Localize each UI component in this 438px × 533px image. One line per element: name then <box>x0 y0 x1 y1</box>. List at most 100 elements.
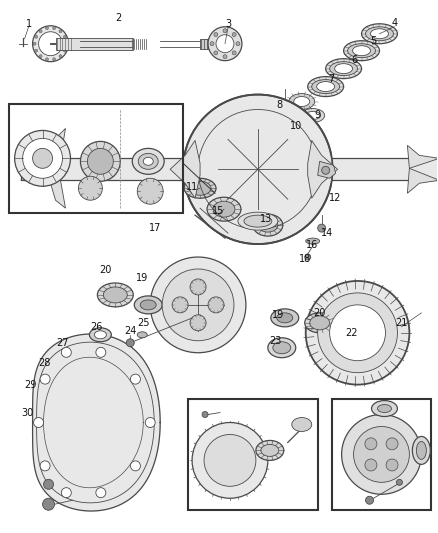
Ellipse shape <box>273 342 291 354</box>
Circle shape <box>53 27 56 30</box>
Circle shape <box>33 42 36 45</box>
Circle shape <box>42 498 54 510</box>
Ellipse shape <box>294 96 310 107</box>
Ellipse shape <box>413 437 430 464</box>
Ellipse shape <box>253 214 283 236</box>
Circle shape <box>61 488 71 498</box>
Text: 14: 14 <box>321 228 333 238</box>
Ellipse shape <box>306 238 320 244</box>
Ellipse shape <box>89 328 111 342</box>
Bar <box>295 158 438 180</box>
Circle shape <box>190 315 206 331</box>
Text: 20: 20 <box>99 265 112 275</box>
Text: 30: 30 <box>21 408 34 417</box>
Ellipse shape <box>312 79 339 94</box>
Circle shape <box>216 35 234 53</box>
Ellipse shape <box>207 197 241 221</box>
Circle shape <box>35 49 38 52</box>
Polygon shape <box>32 334 160 511</box>
Circle shape <box>32 148 53 168</box>
Text: 25: 25 <box>137 318 149 328</box>
Circle shape <box>330 305 385 361</box>
Circle shape <box>305 254 311 260</box>
Circle shape <box>88 148 113 174</box>
Text: 11: 11 <box>186 182 198 192</box>
Circle shape <box>232 33 236 37</box>
Text: 26: 26 <box>90 322 102 332</box>
Ellipse shape <box>213 201 235 217</box>
Ellipse shape <box>261 445 279 456</box>
Circle shape <box>366 496 374 504</box>
Ellipse shape <box>258 218 278 232</box>
Ellipse shape <box>143 157 153 165</box>
Bar <box>56 38 133 50</box>
Ellipse shape <box>140 300 156 310</box>
Text: 1: 1 <box>25 19 32 29</box>
Ellipse shape <box>305 111 321 119</box>
Ellipse shape <box>277 313 293 323</box>
Bar <box>188 399 318 510</box>
Circle shape <box>39 32 63 55</box>
Ellipse shape <box>271 309 299 327</box>
Circle shape <box>321 166 330 174</box>
Text: 19: 19 <box>272 310 284 320</box>
Circle shape <box>172 297 188 313</box>
Bar <box>21 158 205 180</box>
Ellipse shape <box>137 332 147 338</box>
Ellipse shape <box>378 405 392 413</box>
Polygon shape <box>318 161 336 178</box>
Circle shape <box>32 26 68 62</box>
Ellipse shape <box>244 215 272 227</box>
Circle shape <box>386 459 398 471</box>
Text: 27: 27 <box>56 338 69 348</box>
Circle shape <box>353 426 410 482</box>
Ellipse shape <box>348 44 375 58</box>
Ellipse shape <box>305 313 335 333</box>
Ellipse shape <box>335 63 353 74</box>
Ellipse shape <box>184 178 216 198</box>
Circle shape <box>14 131 71 186</box>
Circle shape <box>232 51 236 55</box>
Circle shape <box>223 29 227 33</box>
Ellipse shape <box>268 338 296 358</box>
Text: 29: 29 <box>25 379 37 390</box>
Ellipse shape <box>417 441 426 459</box>
Ellipse shape <box>134 296 162 314</box>
Text: 8: 8 <box>277 100 283 109</box>
Text: 6: 6 <box>352 55 358 64</box>
Text: 10: 10 <box>290 122 302 132</box>
Text: 7: 7 <box>328 74 335 84</box>
Ellipse shape <box>371 401 397 416</box>
Ellipse shape <box>310 316 330 330</box>
Circle shape <box>318 293 397 373</box>
Circle shape <box>131 374 141 384</box>
Circle shape <box>53 58 56 61</box>
Bar <box>200 39 216 49</box>
Ellipse shape <box>189 181 211 195</box>
Circle shape <box>34 417 43 427</box>
Circle shape <box>126 339 134 347</box>
Ellipse shape <box>238 212 278 230</box>
Ellipse shape <box>330 62 357 76</box>
Circle shape <box>365 438 377 450</box>
Ellipse shape <box>326 59 361 78</box>
Circle shape <box>342 415 421 494</box>
Circle shape <box>131 461 141 471</box>
Text: 18: 18 <box>299 254 311 264</box>
Circle shape <box>192 423 268 498</box>
Circle shape <box>214 33 218 37</box>
Ellipse shape <box>138 154 158 169</box>
Circle shape <box>96 348 106 357</box>
Polygon shape <box>170 140 200 198</box>
Text: 13: 13 <box>260 214 272 224</box>
Circle shape <box>208 27 242 61</box>
Text: 23: 23 <box>270 336 282 346</box>
Ellipse shape <box>256 440 284 461</box>
Text: 15: 15 <box>212 206 224 216</box>
Ellipse shape <box>95 331 106 339</box>
Circle shape <box>61 348 71 357</box>
Text: 24: 24 <box>124 326 137 336</box>
Circle shape <box>396 479 403 486</box>
Circle shape <box>162 269 234 341</box>
Circle shape <box>46 27 49 30</box>
